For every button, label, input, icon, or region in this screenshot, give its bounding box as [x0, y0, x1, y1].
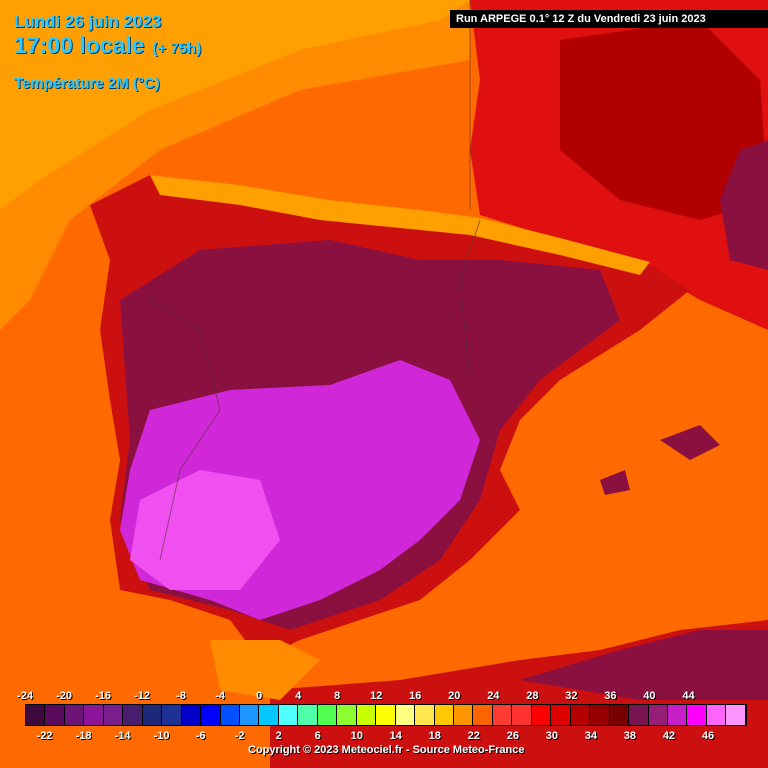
legend-tick-bottom: -14 [114, 730, 131, 742]
legend-tick-bottom: 18 [428, 730, 441, 742]
legend-swatch [103, 705, 124, 725]
legend-swatch [317, 705, 338, 725]
color-legend [25, 704, 747, 726]
legend-tick-top: 12 [370, 690, 383, 702]
legend-swatch [356, 705, 377, 725]
balearic-islands [600, 425, 720, 495]
legend-swatch [142, 705, 163, 725]
legend-swatch [609, 705, 630, 725]
legend-swatch [376, 705, 396, 725]
legend-tick-bottom: 42 [662, 730, 676, 742]
legend-tick-bottom: -2 [234, 730, 245, 742]
guadalquivir-peak [130, 470, 280, 590]
forecast-time: 17:00 locale (+ 75h) [14, 32, 201, 59]
legend-tick-top: -20 [56, 690, 72, 702]
france-hot-core [560, 20, 768, 220]
legend-swatch [64, 705, 85, 725]
border-lines [149, 0, 481, 561]
legend-swatch [45, 705, 65, 725]
legend-tick-top: -8 [176, 690, 186, 702]
legend-swatch [201, 705, 221, 725]
forecast-time-label: 17:00 locale [14, 32, 145, 58]
northern-coast-cool [150, 175, 650, 275]
legend-tick-top: -12 [134, 690, 151, 702]
legend-tick-bottom: 22 [467, 730, 480, 742]
forecast-lead-time: (+ 75h) [152, 40, 202, 57]
legend-swatch [84, 705, 104, 725]
legend-swatch [687, 705, 707, 725]
legend-tick-top: -4 [215, 690, 226, 702]
legend-tick-bottom: 10 [350, 730, 363, 742]
legend-swatch [434, 705, 454, 725]
legend-swatch [473, 705, 493, 725]
legend-swatch [259, 705, 279, 725]
legend-tick-top: -24 [17, 690, 33, 702]
legend-swatch [278, 705, 299, 725]
legend-swatch [648, 705, 668, 725]
legend-tick-bottom: 34 [584, 730, 598, 742]
legend-swatch [181, 705, 202, 725]
legend-tick-top: 40 [643, 690, 656, 702]
legend-tick-top: 32 [565, 690, 578, 702]
legend-swatch [531, 705, 552, 725]
legend-swatch [551, 705, 571, 725]
legend-swatch [26, 705, 46, 725]
legend-tick-top: -16 [95, 690, 111, 702]
legend-tick-bottom: 26 [506, 730, 519, 742]
legend-tick-top: 4 [295, 690, 302, 702]
legend-swatch [298, 705, 318, 725]
legend-swatch [162, 705, 182, 725]
forecast-date: Lundi 26 juin 2023 [14, 12, 162, 31]
legend-tick-top: 44 [682, 690, 695, 702]
legend-tick-top: 16 [409, 690, 422, 702]
run-banner: Run ARPEGE 0.1° 12 Z du Vendredi 23 juin… [450, 10, 768, 28]
north-sea-area [0, 0, 470, 210]
legend-tick-top: 24 [487, 690, 500, 702]
legend-swatch [590, 705, 610, 725]
legend-tick-bottom: 6 [314, 730, 321, 742]
legend-swatch [239, 705, 260, 725]
legend-swatch [220, 705, 240, 725]
legend-swatch [395, 705, 416, 725]
legend-tick-bottom: 14 [389, 730, 402, 742]
legend-swatch [667, 705, 688, 725]
legend-tick-bottom: -22 [36, 730, 53, 742]
legend-swatch [512, 705, 532, 725]
legend-tick-top: 8 [334, 690, 341, 702]
alps-cool-area [720, 140, 768, 270]
north-africa-hot [520, 630, 768, 700]
legend-tick-bottom: 46 [701, 730, 715, 742]
legend-swatch [629, 705, 649, 725]
legend-swatch [337, 705, 357, 725]
legend-tick-top: 28 [526, 690, 539, 702]
copyright-text: Copyright © 2023 Meteociel.fr - Source M… [248, 744, 525, 756]
legend-tick-bottom: -10 [153, 730, 170, 742]
legend-swatch [726, 705, 746, 725]
legend-tick-bottom: 2 [275, 730, 282, 742]
legend-swatch [123, 705, 143, 725]
legend-tick-top: 36 [604, 690, 617, 702]
legend-swatch [492, 705, 513, 725]
legend-tick-bottom: 30 [545, 730, 558, 742]
morocco-coast-cool [210, 640, 320, 700]
legend-tick-bottom: -6 [195, 730, 206, 742]
legend-tick-top: 0 [256, 690, 263, 702]
legend-swatch [415, 705, 435, 725]
legend-tick-bottom: -18 [75, 730, 92, 742]
legend-swatch [706, 705, 727, 725]
legend-swatch [570, 705, 591, 725]
legend-swatch [453, 705, 474, 725]
legend-tick-top: 20 [448, 690, 461, 702]
legend-tick-bottom: 38 [623, 730, 637, 742]
variable-label: Température 2M (°C) [14, 75, 160, 92]
